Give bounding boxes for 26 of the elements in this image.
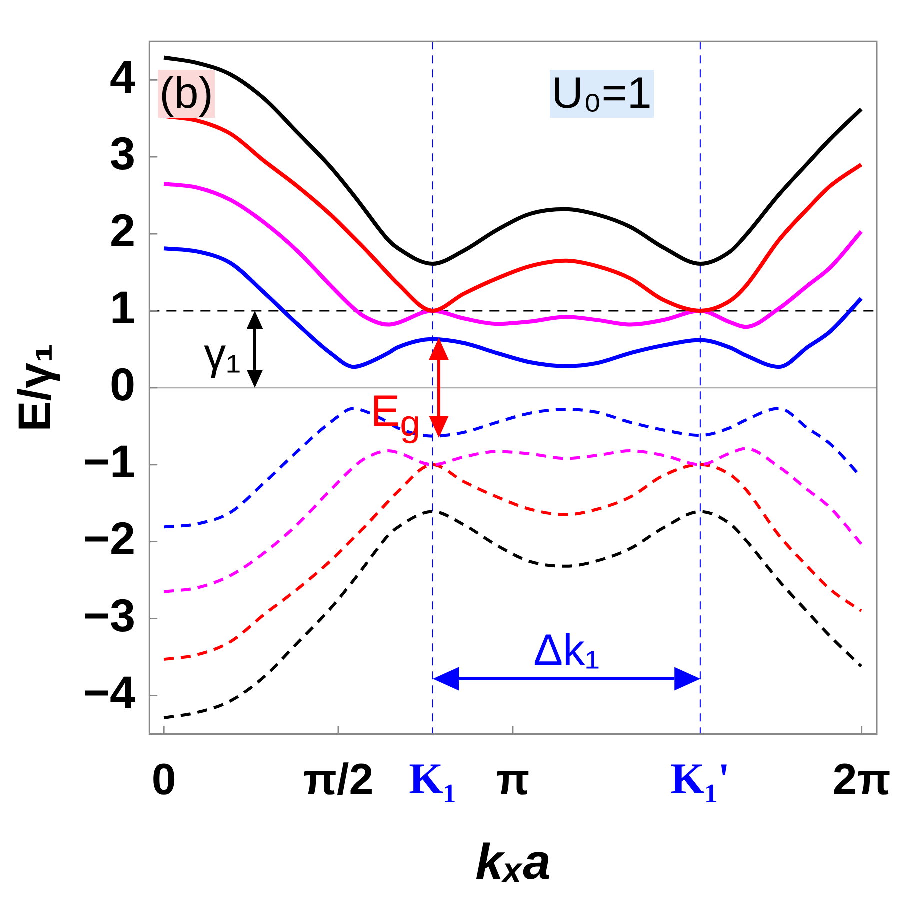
y-tick-label: −4 [83,666,136,718]
y-tick-label: 2 [110,204,136,257]
line-series [162,182,864,330]
x-tick-label: π/2 [303,756,374,805]
line-series [162,510,863,720]
annotation: (b) [158,68,216,118]
y-tick-label: 3 [110,128,136,180]
annotation: E$_{g}$ [370,386,421,444]
y-tick-label: −1 [83,436,136,488]
x-tick-label: 2π [832,756,891,805]
annotation: U₀=1 [550,68,654,118]
ref-line-label: K₁ [409,754,457,804]
annotation: Δk₁ [534,626,600,675]
x-axis-title: kₓa [476,834,552,890]
x-tick-label: π [496,756,530,805]
y-tick-label: −3 [83,589,136,642]
ref-line-label: K₁' [670,754,730,804]
x-tick-label: 0 [152,756,176,805]
line-series [162,56,864,266]
y-tick-label: −2 [83,512,136,564]
y-tick-label: 4 [110,50,136,103]
y-tick-label: 0 [110,358,136,411]
y-axis-title: E/γ₁ [8,344,60,432]
line-series [162,447,863,594]
y-tick-label: 1 [110,282,136,334]
annotation: γ₁ [204,330,241,380]
